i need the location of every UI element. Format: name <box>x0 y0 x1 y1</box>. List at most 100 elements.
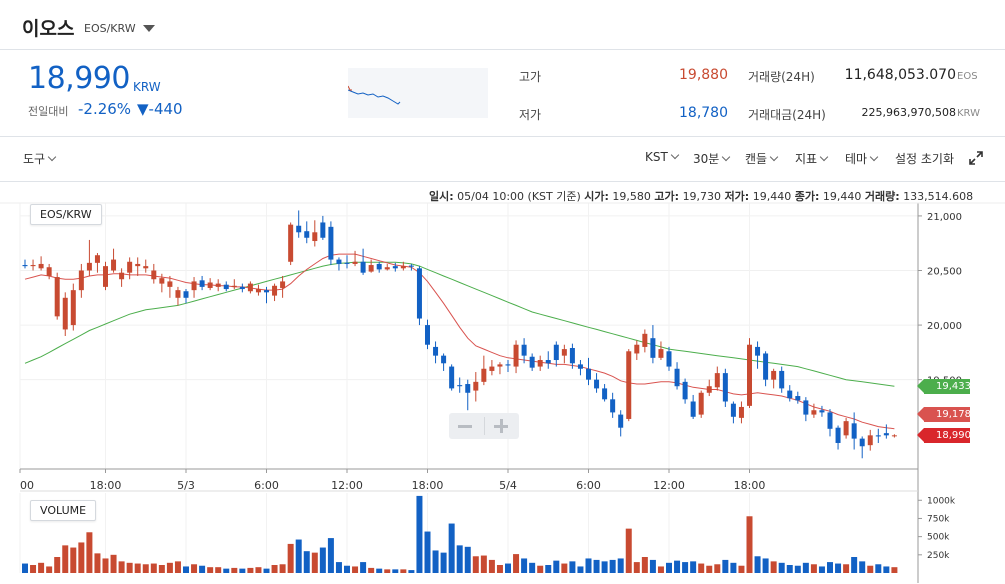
chevron-down-icon <box>819 152 829 162</box>
candle-body <box>368 265 374 272</box>
candle-body <box>682 381 688 400</box>
volume-bar <box>827 562 833 573</box>
indicators-menu[interactable]: 지표 <box>795 150 829 167</box>
candle-body <box>111 259 117 271</box>
tools-menu[interactable]: 도구 <box>23 150 57 167</box>
zoom-in-icon-vertical <box>499 419 503 433</box>
candle-body <box>223 284 229 290</box>
volume-bar <box>376 568 383 573</box>
candle-body <box>473 381 479 391</box>
x-tick-label: 18:00 <box>90 479 122 492</box>
candle-body <box>867 435 873 446</box>
candle-body <box>304 231 310 238</box>
candle-body <box>561 349 567 356</box>
candle-body <box>54 277 60 317</box>
volume-bar <box>553 560 560 573</box>
coin-name: 이오스 <box>22 18 75 40</box>
volume-bar <box>319 547 326 573</box>
volume-bar <box>78 542 85 573</box>
volume-bar <box>223 568 230 573</box>
info-open-value: 19,580 <box>612 190 651 203</box>
price-panel-tag[interactable]: EOS/KRW <box>30 204 102 225</box>
zoom-out-icon[interactable] <box>458 425 472 428</box>
volume-bar <box>432 550 439 573</box>
candle-body <box>135 263 141 267</box>
ma-long-price-flag: 19,433 <box>917 379 971 395</box>
volume-bar <box>134 563 141 573</box>
zoom-control <box>449 413 519 439</box>
candle-body <box>529 356 535 368</box>
candle-body <box>811 410 817 415</box>
interval-menu[interactable]: 30분 <box>693 150 731 167</box>
current-price: 18,990 <box>28 61 130 96</box>
candle-body <box>151 270 157 280</box>
ma-short-line <box>24 253 895 430</box>
reset-settings-button[interactable]: 설정 초기화 <box>895 152 955 166</box>
timezone-menu[interactable]: KST <box>645 150 680 164</box>
volume-bar <box>770 561 777 573</box>
candle-body <box>127 261 133 273</box>
high-label: 고가 <box>519 70 542 84</box>
volume-bar <box>754 556 761 573</box>
candle-body <box>755 346 761 356</box>
volume-bar <box>158 565 165 573</box>
theme-label: 테마 <box>845 152 868 166</box>
volume-bar <box>488 559 495 573</box>
sparkline-chart <box>347 68 488 118</box>
volume-bar <box>802 562 809 573</box>
info-volume-label: 거래량: <box>864 190 900 203</box>
volume-bar <box>62 545 69 573</box>
sparkline-svg <box>347 85 401 105</box>
price-chart[interactable]: 21,00020,50020,00019,5000018:005/36:0012… <box>0 183 1005 584</box>
volume-bar <box>118 561 125 573</box>
candle-body <box>247 283 253 292</box>
volume-bar <box>657 566 664 573</box>
candle-body <box>658 349 664 358</box>
volume-bar <box>255 567 262 573</box>
volume-bar <box>722 559 729 573</box>
volume-bar <box>166 562 173 573</box>
chart-area[interactable]: 일시: 05/04 10:00 (KST 기준) 시가: 19,580 고가: … <box>0 183 1005 584</box>
volume-bar <box>215 567 222 573</box>
volume-bar <box>762 558 769 573</box>
moving-averages <box>24 253 895 430</box>
chart-type-menu[interactable]: 캔들 <box>745 150 779 167</box>
volume-bar <box>247 567 254 573</box>
candle-body <box>618 414 624 428</box>
candle-body <box>577 364 583 369</box>
volume-bar <box>191 564 198 573</box>
volume-bar <box>617 558 624 573</box>
x-tick-label: 18:00 <box>734 479 766 492</box>
candle-body <box>264 290 269 293</box>
theme-menu[interactable]: 테마 <box>845 150 879 167</box>
candle-body <box>392 266 398 269</box>
info-time-label: 일시: <box>429 190 454 203</box>
tools-label: 도구 <box>23 152 46 166</box>
grid <box>19 203 918 573</box>
candle-body <box>851 423 857 439</box>
candle-body <box>481 368 487 382</box>
candle-body <box>642 333 648 347</box>
coin-pair[interactable]: EOS/KRW <box>84 22 136 35</box>
volume-bar <box>94 553 101 573</box>
pair-dropdown-icon[interactable] <box>143 25 155 32</box>
candle-body <box>891 435 897 437</box>
sparkline-line <box>347 89 401 105</box>
volume-bar <box>150 563 157 573</box>
volume-bar <box>585 558 592 573</box>
volume-bar <box>818 566 825 573</box>
volume-panel-tag[interactable]: VOLUME <box>30 500 97 521</box>
volume-bar <box>263 568 270 573</box>
volume-bar <box>505 563 511 573</box>
volume-bar <box>448 523 455 573</box>
volume-bar <box>279 564 286 573</box>
volume-bar <box>46 566 53 573</box>
volume-bar <box>368 567 375 573</box>
candle-body <box>191 281 197 291</box>
fullscreen-icon[interactable] <box>968 150 984 166</box>
candle-body <box>384 267 390 270</box>
volume-bars <box>22 495 898 573</box>
axes: 21,00020,50020,00019,5000018:005/36:0012… <box>0 202 1005 583</box>
volume-bar <box>384 569 391 573</box>
